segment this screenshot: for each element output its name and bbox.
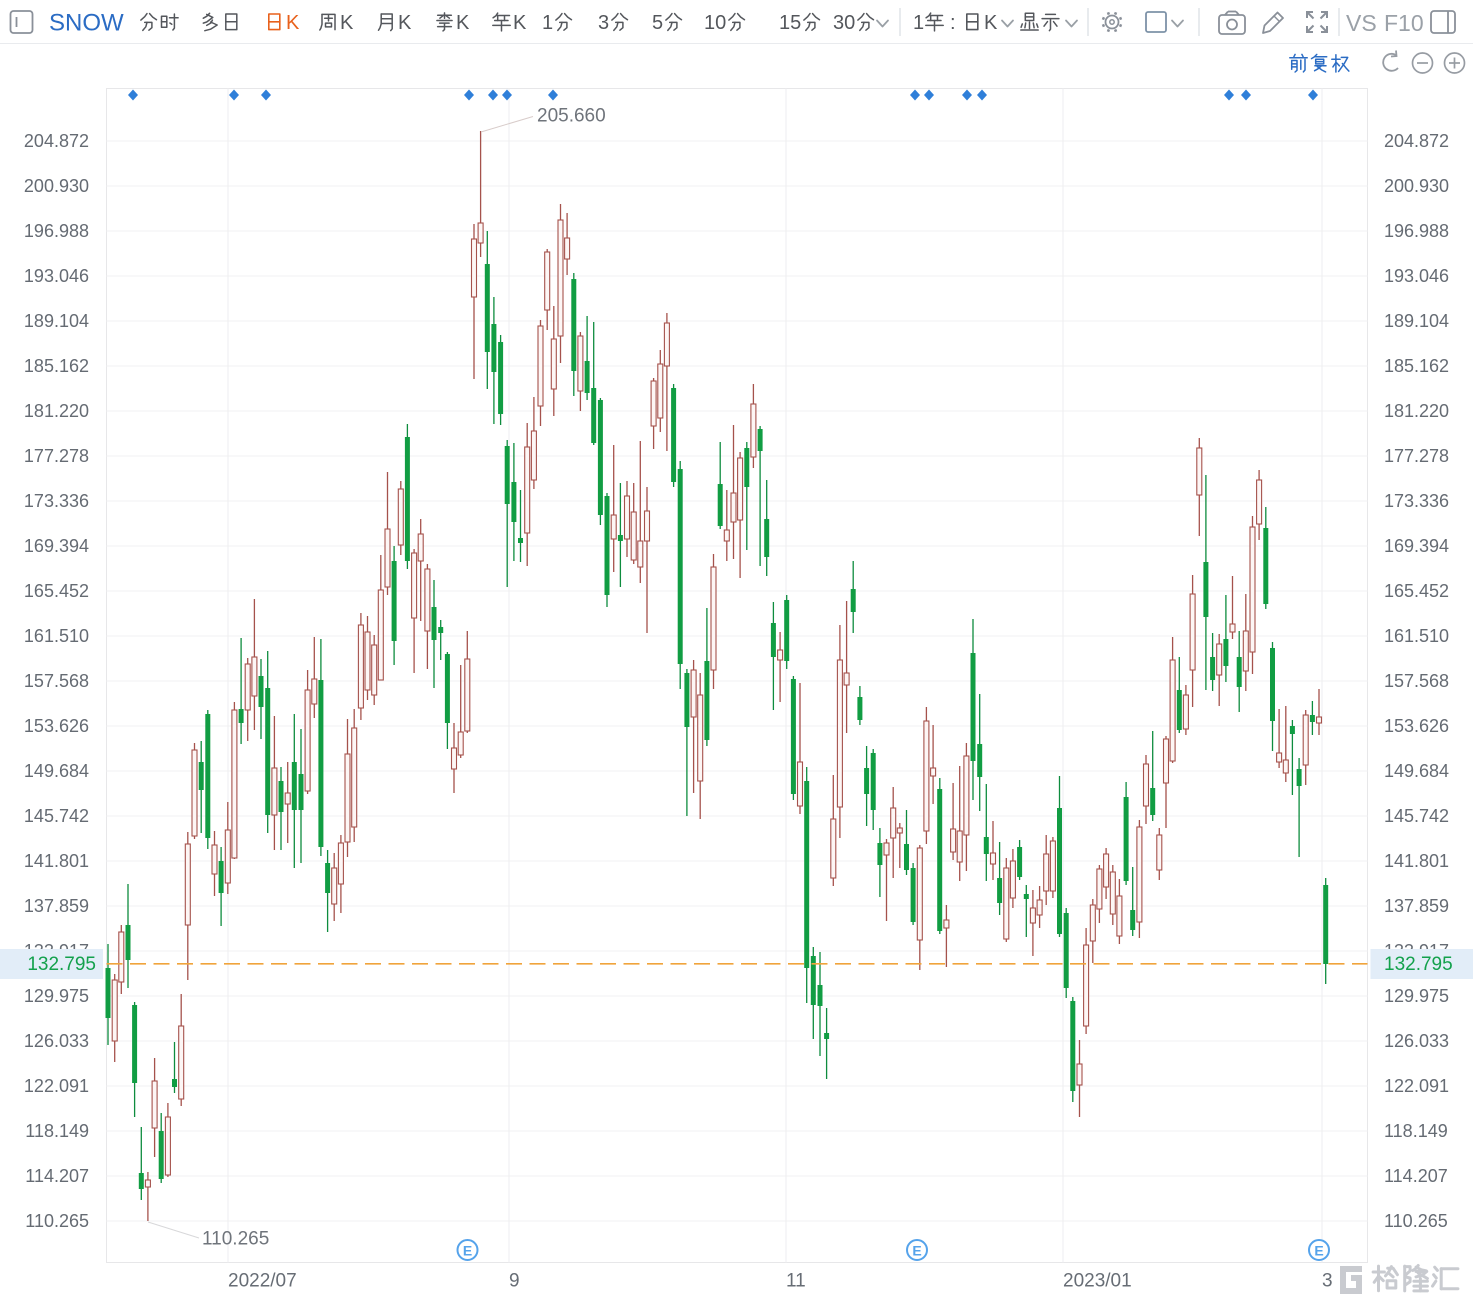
svg-text:169.394: 169.394 [24, 536, 89, 556]
svg-text:193.046: 193.046 [1384, 266, 1449, 286]
svg-text:149.684: 149.684 [24, 761, 89, 781]
svg-text:153.626: 153.626 [1384, 716, 1449, 736]
svg-text:145.742: 145.742 [24, 806, 89, 826]
svg-text:173.336: 173.336 [1384, 491, 1449, 511]
svg-text:118.149: 118.149 [1384, 1121, 1448, 1141]
svg-text:165.452: 165.452 [24, 581, 89, 601]
svg-text:129.975: 129.975 [1384, 986, 1449, 1006]
svg-text:157.568: 157.568 [1384, 671, 1449, 691]
svg-text:145.742: 145.742 [1384, 806, 1449, 826]
svg-text:K: K [456, 12, 470, 34]
svg-text:177.278: 177.278 [24, 446, 89, 466]
svg-text:141.801: 141.801 [1384, 851, 1449, 871]
svg-text:185.162: 185.162 [24, 356, 89, 376]
svg-text:2023/01: 2023/01 [1063, 1271, 1132, 1292]
svg-text:193.046: 193.046 [24, 266, 89, 286]
svg-text:K: K [340, 12, 354, 34]
svg-text:129.975: 129.975 [24, 986, 89, 1006]
svg-text:153.626: 153.626 [24, 716, 89, 736]
svg-text:VS: VS [1346, 10, 1377, 36]
svg-text:K: K [286, 12, 300, 34]
svg-text:177.278: 177.278 [1384, 446, 1449, 466]
svg-text:126.033: 126.033 [24, 1031, 89, 1051]
svg-text:SNOW: SNOW [49, 10, 124, 37]
svg-text:200.930: 200.930 [1384, 176, 1449, 196]
svg-text:141.801: 141.801 [24, 851, 89, 871]
svg-text::: : [950, 12, 956, 34]
svg-text:K: K [398, 12, 412, 34]
svg-text:2022/07: 2022/07 [228, 1271, 297, 1292]
svg-text:204.872: 204.872 [1384, 131, 1449, 151]
svg-text:173.336: 173.336 [24, 491, 89, 511]
svg-text:E: E [912, 1243, 921, 1259]
svg-text:9: 9 [509, 1271, 520, 1292]
svg-text:1: 1 [913, 12, 924, 34]
svg-text:118.149: 118.149 [25, 1121, 89, 1141]
svg-text:157.568: 157.568 [24, 671, 89, 691]
svg-text:F10: F10 [1384, 10, 1424, 36]
svg-text:161.510: 161.510 [24, 626, 89, 646]
svg-text:3: 3 [1322, 1271, 1333, 1292]
svg-text:161.510: 161.510 [1384, 626, 1449, 646]
svg-text:3: 3 [598, 12, 609, 34]
svg-text:122.091: 122.091 [24, 1076, 89, 1096]
svg-text:110.265: 110.265 [202, 1229, 269, 1250]
svg-text:200.930: 200.930 [24, 176, 89, 196]
svg-text:204.872: 204.872 [24, 131, 89, 151]
svg-text:137.859: 137.859 [1384, 896, 1449, 916]
svg-text:E: E [463, 1243, 472, 1259]
svg-text:K: K [513, 12, 527, 34]
svg-text:15: 15 [779, 12, 801, 34]
svg-text:110.265: 110.265 [1384, 1211, 1448, 1231]
svg-text:132.795: 132.795 [1384, 954, 1453, 975]
svg-text:30: 30 [833, 12, 855, 34]
svg-text:137.859: 137.859 [24, 896, 89, 916]
svg-text:205.660: 205.660 [537, 106, 606, 127]
svg-text:165.452: 165.452 [1384, 581, 1449, 601]
svg-text:189.104: 189.104 [24, 311, 89, 331]
svg-text:11: 11 [786, 1271, 806, 1292]
svg-text:10: 10 [704, 12, 726, 34]
svg-text:122.091: 122.091 [1384, 1076, 1449, 1096]
svg-text:181.220: 181.220 [1384, 401, 1449, 421]
svg-text:132.795: 132.795 [27, 954, 96, 975]
svg-text:5: 5 [652, 12, 663, 34]
svg-text:189.104: 189.104 [1384, 311, 1449, 331]
svg-text:149.684: 149.684 [1384, 761, 1449, 781]
svg-text:181.220: 181.220 [24, 401, 89, 421]
svg-text:196.988: 196.988 [24, 221, 89, 241]
svg-text:114.207: 114.207 [25, 1166, 89, 1186]
svg-text:K: K [984, 12, 998, 34]
svg-text:196.988: 196.988 [1384, 221, 1449, 241]
svg-text:1: 1 [542, 12, 553, 34]
svg-text:126.033: 126.033 [1384, 1031, 1449, 1051]
svg-text:E: E [1314, 1243, 1323, 1259]
svg-text:169.394: 169.394 [1384, 536, 1449, 556]
svg-text:110.265: 110.265 [25, 1211, 89, 1231]
svg-text:114.207: 114.207 [1384, 1166, 1448, 1186]
svg-text:185.162: 185.162 [1384, 356, 1449, 376]
